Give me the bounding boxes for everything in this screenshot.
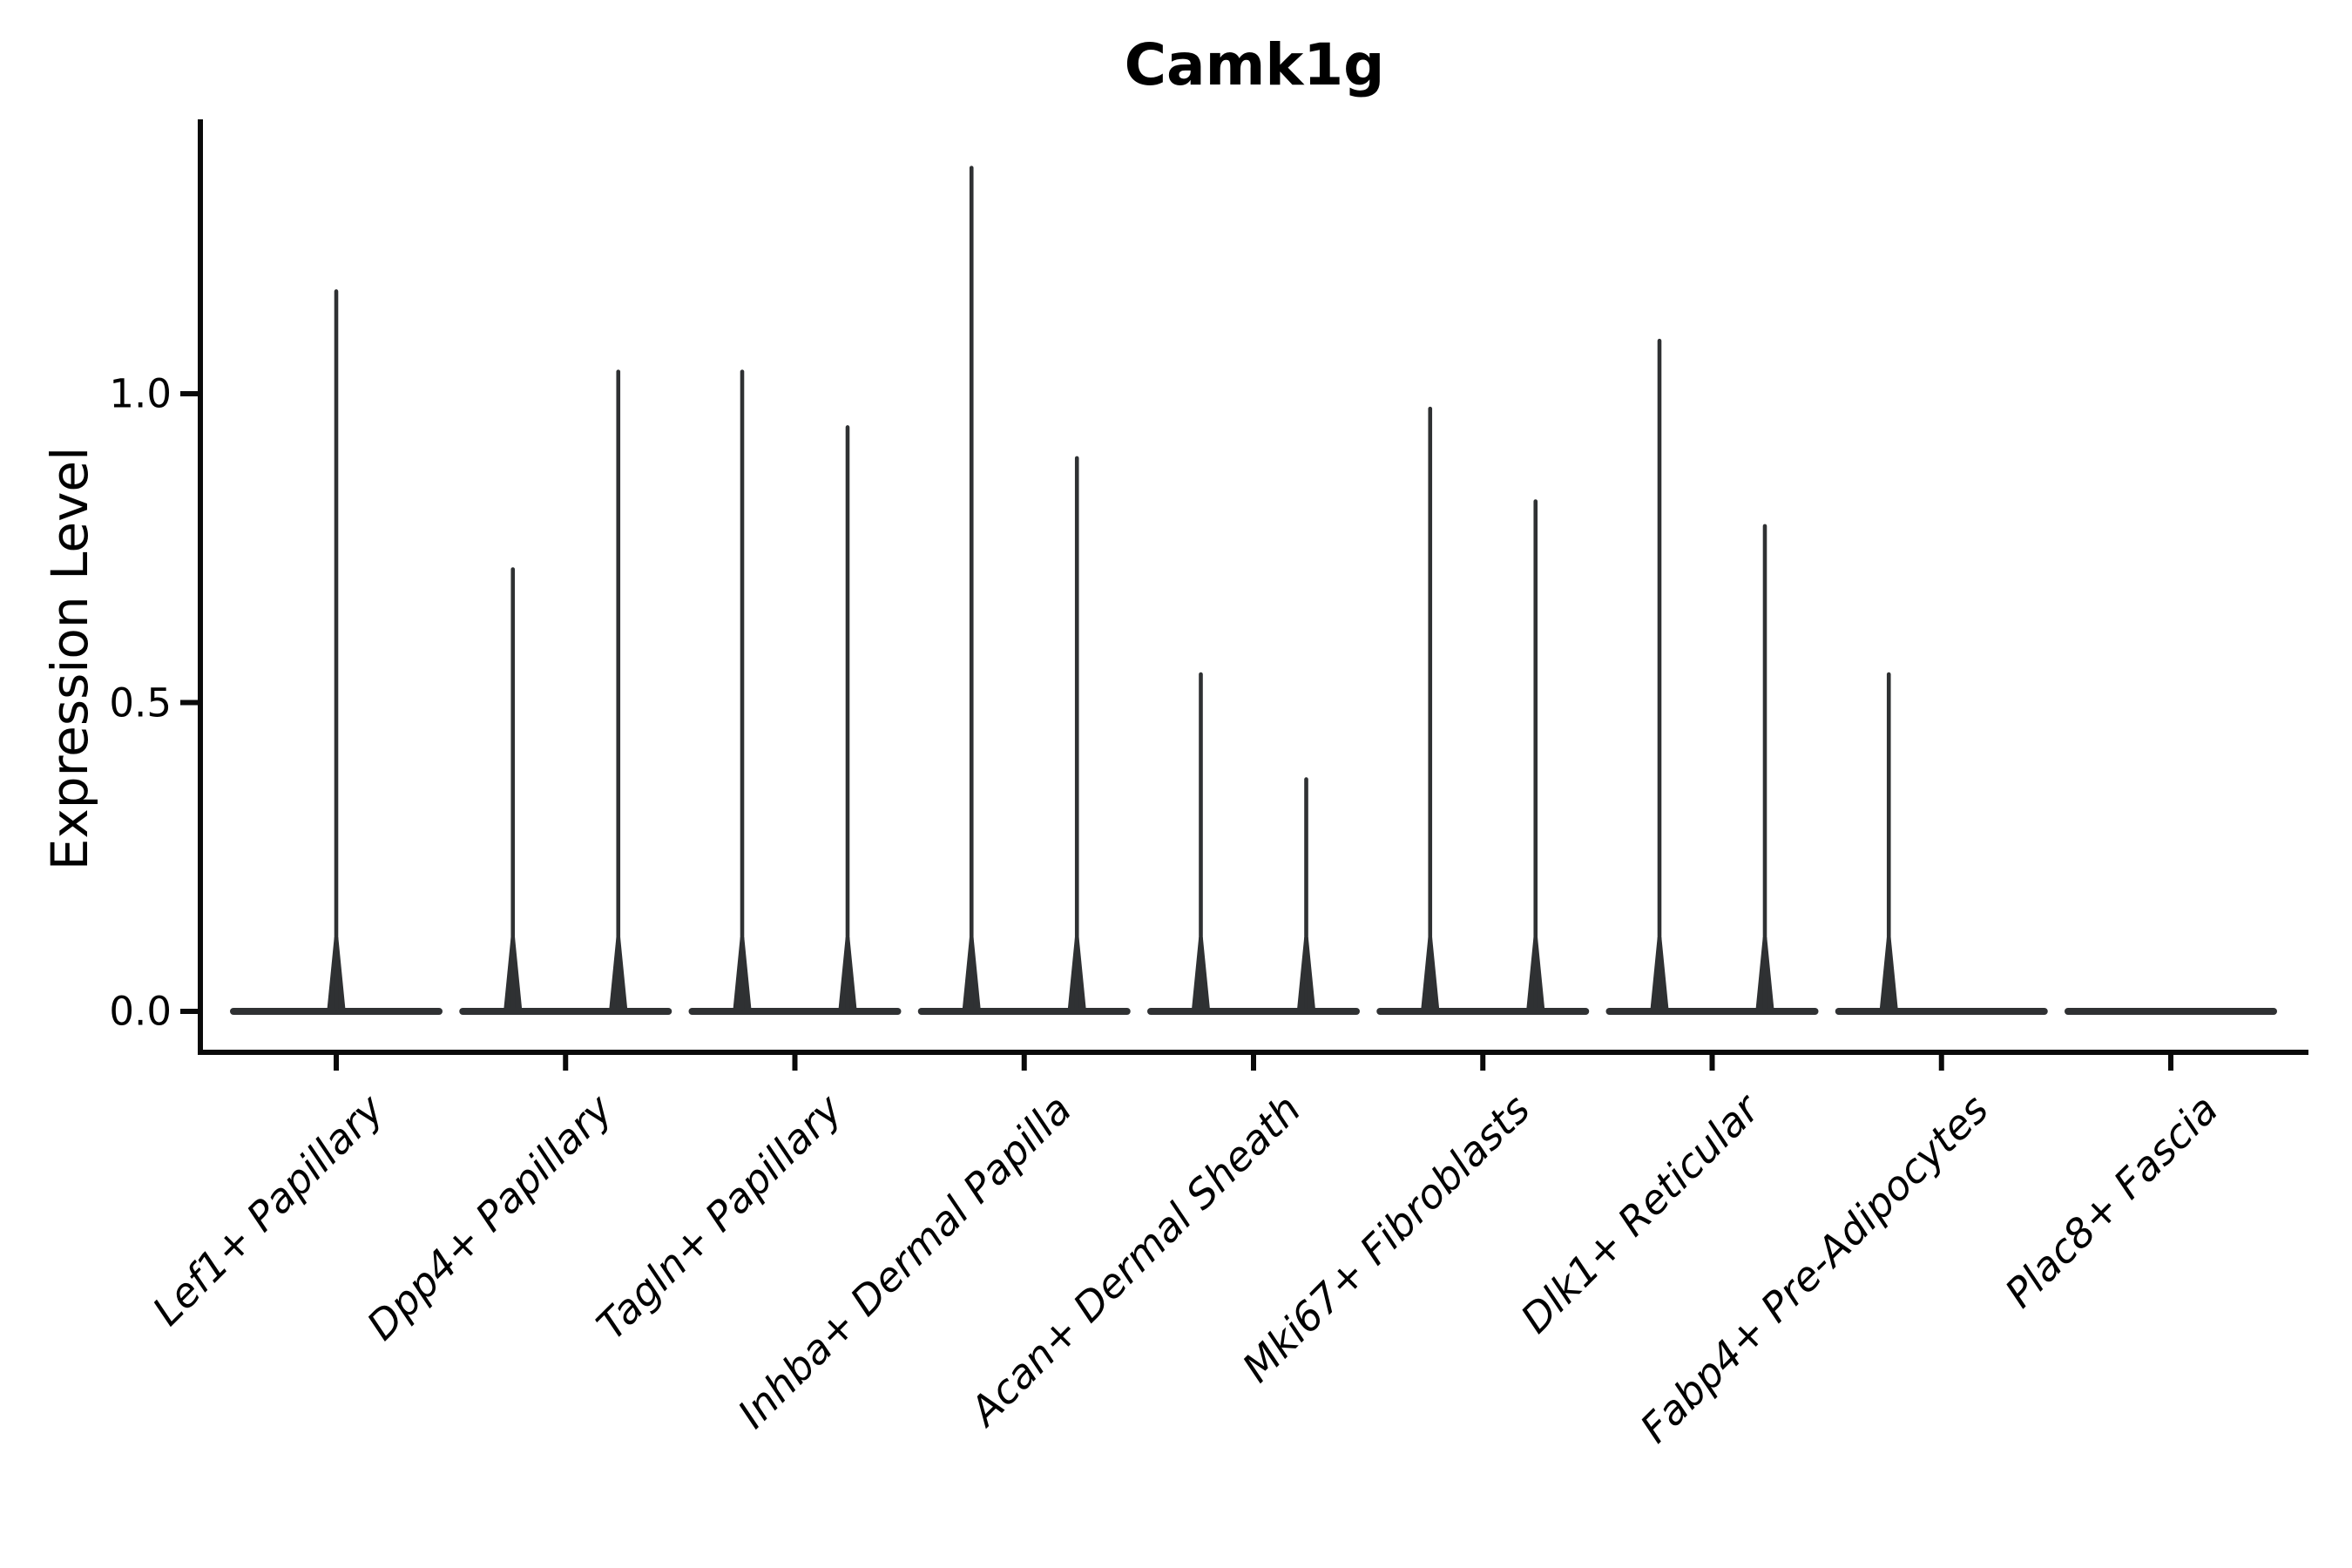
chart-title: Camk1g	[1124, 31, 1385, 98]
y-tick-label: 1.0	[109, 370, 172, 417]
violin-base-7	[1835, 1008, 2048, 1015]
violin-base-5	[1376, 1008, 1590, 1015]
y-tick-label: 0.0	[109, 988, 172, 1035]
violin-base-0	[230, 1008, 443, 1015]
y-tick-label: 0.5	[109, 679, 172, 726]
violin-base-1	[459, 1008, 672, 1015]
violin-base-4	[1147, 1008, 1360, 1015]
violin-base-3	[917, 1008, 1131, 1015]
violin-base-8	[2065, 1008, 2277, 1015]
violin-base-6	[1605, 1008, 1819, 1015]
violin-base-2	[688, 1008, 902, 1015]
